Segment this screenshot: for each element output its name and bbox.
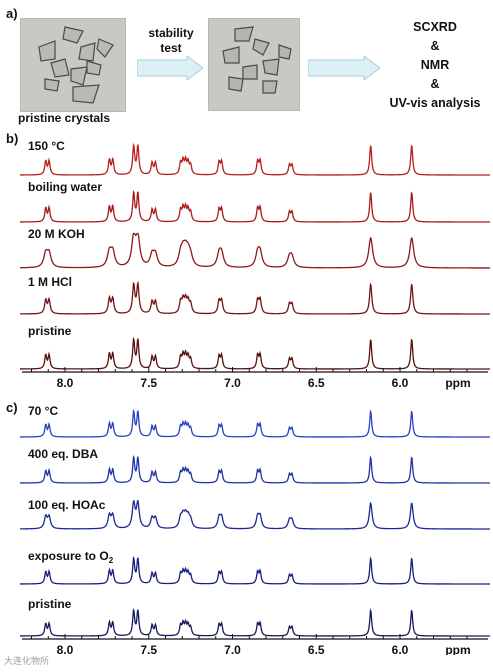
panel-c-trace-label-3: exposure to O2 [28, 549, 114, 565]
nmr-spectra-panel-b: 150 °C boiling water 20 M KOH 1 M HCl pristi… [19, 139, 491, 390]
watermark: 大连化物所 [4, 656, 50, 666]
panel-b-trace-label-4: pristine [28, 324, 72, 338]
panel-b-trace-label-3: 1 M HCl [28, 275, 72, 289]
panel-b-trace-label-1: boiling water [28, 180, 102, 194]
stability-label: stability [148, 26, 194, 40]
panel-c-label: c) [6, 400, 18, 415]
tested-crystals-photo [208, 18, 300, 111]
nmr-spectra-panel-c: 70 °C 400 eq. DBA 100 eq. HOAc exposure to … [20, 404, 490, 655]
panel-b-tick-label-2: 7.0 [224, 376, 241, 390]
panel-b-trace-2 [19, 232, 491, 269]
panel-c-tick-label-0: 8.0 [57, 643, 74, 655]
panel-b-tick-label-1: 7.5 [140, 376, 157, 390]
panel-b-trace-4 [20, 336, 490, 370]
analysis-ampersand-2: & [430, 77, 440, 91]
panel-c-x-unit: ppm [445, 643, 470, 655]
analysis-methods: SCXRD & NMR & UV-vis analysis [382, 18, 488, 113]
panel-b-tick-label-3: 6.5 [308, 376, 325, 390]
analysis-scxrd: SCXRD [413, 20, 457, 34]
analysis-ampersand-1: & [430, 39, 440, 53]
pristine-crystals-photo [20, 18, 126, 112]
pristine-crystals-caption: pristine crystals [18, 111, 111, 125]
panel-b-trace-1 [20, 189, 490, 223]
panel-c-tick-label-2: 7.0 [224, 643, 241, 655]
panel-b-x-unit: ppm [445, 376, 470, 390]
panel-c-trace-4 [20, 607, 490, 637]
panel-c-tick-label-3: 6.5 [308, 643, 325, 655]
panel-c-trace-0 [20, 408, 490, 438]
test-label: test [160, 41, 182, 55]
panel-c-tick-label-1: 7.5 [140, 643, 157, 655]
analysis-uvvis: UV-vis analysis [389, 96, 481, 110]
panel-c-trace-1 [20, 454, 490, 484]
panel-c-trace-label-2: 100 eq. HOAc [28, 498, 106, 512]
panel-c-trace-2 [20, 499, 490, 530]
panel-c-trace-label-0: 70 °C [28, 404, 58, 418]
panel-a-label: a) [6, 6, 18, 21]
panel-b-tick-label-4: 6.0 [392, 376, 409, 390]
analysis-nmr: NMR [420, 58, 450, 72]
stability-test-arrow [137, 56, 203, 80]
panel-b-trace-label-0: 150 °C [28, 139, 65, 153]
panel-c-trace-3 [20, 555, 490, 585]
panel-b-trace-3 [20, 280, 490, 315]
panel-b-label: b) [6, 131, 19, 146]
panel-c-trace-label-4: pristine [28, 597, 72, 611]
panel-b-tick-label-0: 8.0 [57, 376, 74, 390]
analysis-arrow [308, 56, 380, 80]
panel-b-trace-label-2: 20 M KOH [28, 227, 85, 241]
panel-c-tick-label-4: 6.0 [392, 643, 409, 655]
panel-c-trace-label-1: 400 eq. DBA [28, 447, 98, 461]
panel-b-trace-0 [20, 142, 490, 176]
stability-test-label: stability test [142, 26, 200, 56]
